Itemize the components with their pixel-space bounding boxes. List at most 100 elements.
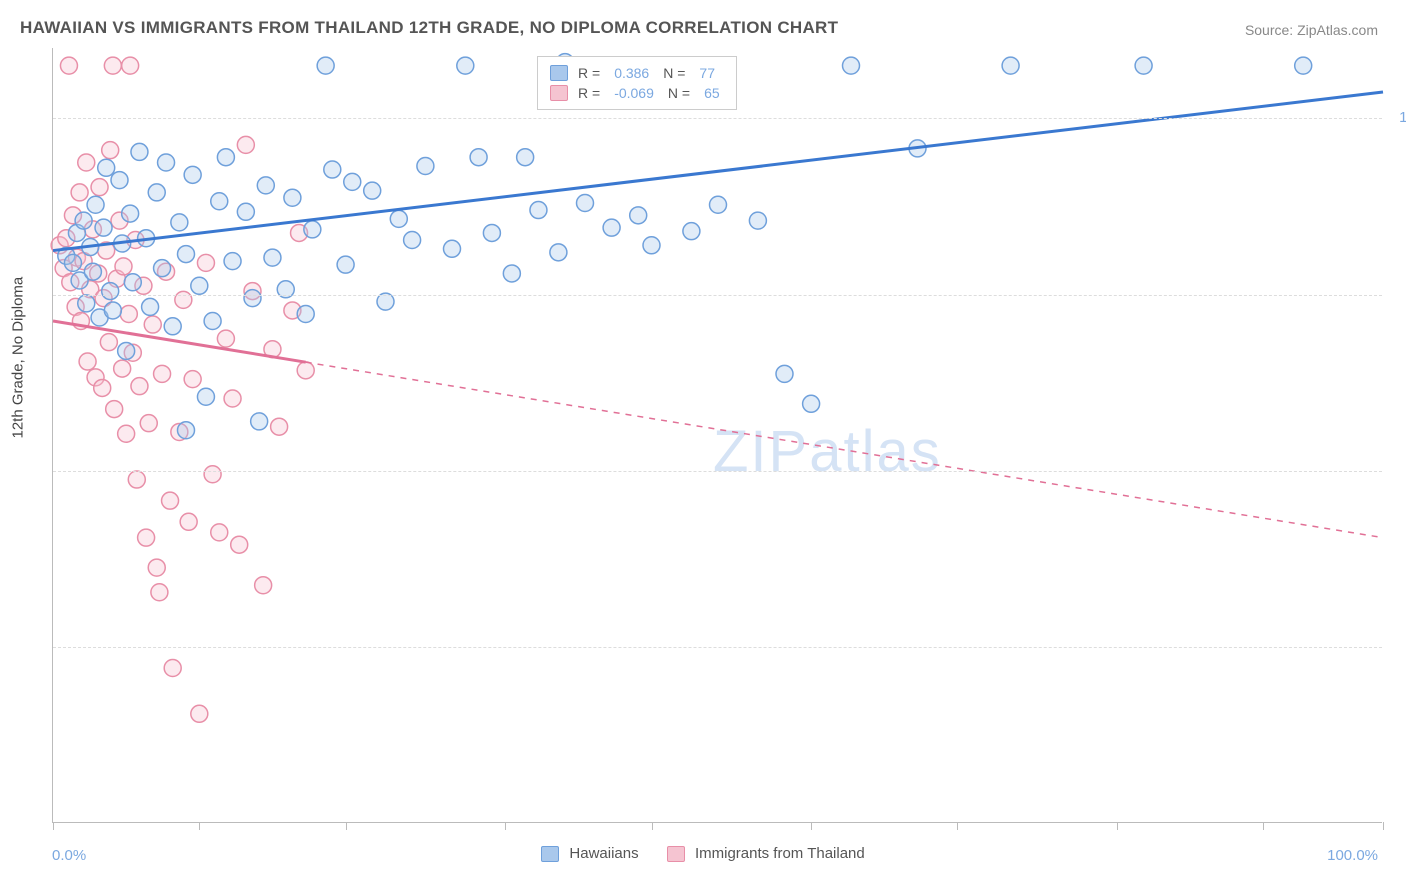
scatter-point [530, 202, 547, 219]
scatter-point [683, 223, 700, 240]
scatter-point [102, 283, 119, 300]
scatter-point [158, 154, 175, 171]
r-label: R = [578, 65, 600, 81]
x-tick [505, 822, 506, 830]
y-tick-label: 80.0% [1390, 462, 1406, 479]
scatter-point [91, 179, 108, 196]
scatter-point [75, 212, 92, 229]
scatter-point [71, 184, 88, 201]
blue-r-value: 0.386 [614, 65, 649, 81]
scatter-point [191, 705, 208, 722]
scatter-point [284, 189, 301, 206]
scatter-point [131, 378, 148, 395]
scatter-point [470, 149, 487, 166]
y-tick-label: 100.0% [1390, 109, 1406, 126]
scatter-point [154, 365, 171, 382]
scatter-point [237, 203, 254, 220]
legend-bottom: Hawaiians Immigrants from Thailand [0, 845, 1406, 862]
scatter-point [603, 219, 620, 236]
scatter-point [102, 142, 119, 159]
scatter-point [79, 353, 96, 370]
n-label: N = [663, 65, 685, 81]
scatter-point [237, 136, 254, 153]
scatter-point [204, 313, 221, 330]
legend-label-blue: Hawaiians [569, 845, 638, 862]
scatter-point [344, 173, 361, 190]
scatter-point [710, 196, 727, 213]
scatter-point [78, 154, 95, 171]
scatter-point [1002, 57, 1019, 74]
scatter-point [120, 305, 137, 322]
scatter-point [98, 159, 115, 176]
scatter-point [251, 413, 268, 430]
scatter-point [197, 254, 214, 271]
scatter-point [749, 212, 766, 229]
scatter-point [224, 253, 241, 270]
stats-legend-box: R = 0.386 N = 77 R = -0.069 N = 65 [537, 56, 737, 110]
scatter-point [457, 57, 474, 74]
y-tick-label: 90.0% [1390, 286, 1406, 303]
scatter-point [843, 57, 860, 74]
scatter-point [444, 240, 461, 257]
x-tick [53, 822, 54, 830]
scatter-point [178, 246, 195, 263]
scatter-point [138, 529, 155, 546]
scatter-point [131, 143, 148, 160]
scatter-point [244, 290, 261, 307]
scatter-point [122, 205, 139, 222]
stats-swatch-blue [550, 65, 568, 81]
scatter-point [60, 57, 77, 74]
scatter-point [180, 513, 197, 530]
scatter-point [171, 214, 188, 231]
scatter-point [630, 207, 647, 224]
chart-title: HAWAIIAN VS IMMIGRANTS FROM THAILAND 12T… [20, 18, 838, 38]
scatter-point [255, 577, 272, 594]
scatter-point [304, 221, 321, 238]
scatter-point [94, 379, 111, 396]
scatter-point [803, 395, 820, 412]
scatter-point [297, 362, 314, 379]
grid-line [53, 118, 1382, 119]
trend-line-dashed [306, 362, 1383, 537]
scatter-point [184, 371, 201, 388]
r-label-2: R = [578, 85, 600, 101]
x-tick [652, 822, 653, 830]
scatter-point [84, 263, 101, 280]
scatter-point [124, 274, 141, 291]
pink-r-value: -0.069 [614, 85, 654, 101]
stats-swatch-pink [550, 85, 568, 101]
stats-row-pink: R = -0.069 N = 65 [550, 83, 724, 103]
scatter-point [217, 330, 234, 347]
stats-row-blue: R = 0.386 N = 77 [550, 63, 724, 83]
scatter-point [417, 158, 434, 175]
scatter-point [78, 295, 95, 312]
scatter-point [164, 318, 181, 335]
n-label-2: N = [668, 85, 690, 101]
scatter-point [164, 660, 181, 677]
scatter-point [317, 57, 334, 74]
scatter-point [550, 244, 567, 261]
scatter-point [191, 277, 208, 294]
scatter-point [140, 415, 157, 432]
scatter-point [517, 149, 534, 166]
scatter-point [297, 305, 314, 322]
scatter-point [337, 256, 354, 273]
scatter-point [377, 293, 394, 310]
x-tick [1117, 822, 1118, 830]
scatter-point [151, 584, 168, 601]
scatter-point [162, 492, 179, 509]
scatter-point [264, 249, 281, 266]
scatter-point [118, 342, 135, 359]
scatter-point [483, 224, 500, 241]
scatter-point [95, 219, 112, 236]
scatter-point [390, 210, 407, 227]
scatter-point [231, 536, 248, 553]
scatter-svg [53, 48, 1382, 822]
x-tick [1263, 822, 1264, 830]
scatter-point [577, 195, 594, 212]
scatter-point [148, 184, 165, 201]
scatter-point [1295, 57, 1312, 74]
pink-n-value: 65 [704, 85, 720, 101]
scatter-point [142, 298, 159, 315]
scatter-point [211, 524, 228, 541]
